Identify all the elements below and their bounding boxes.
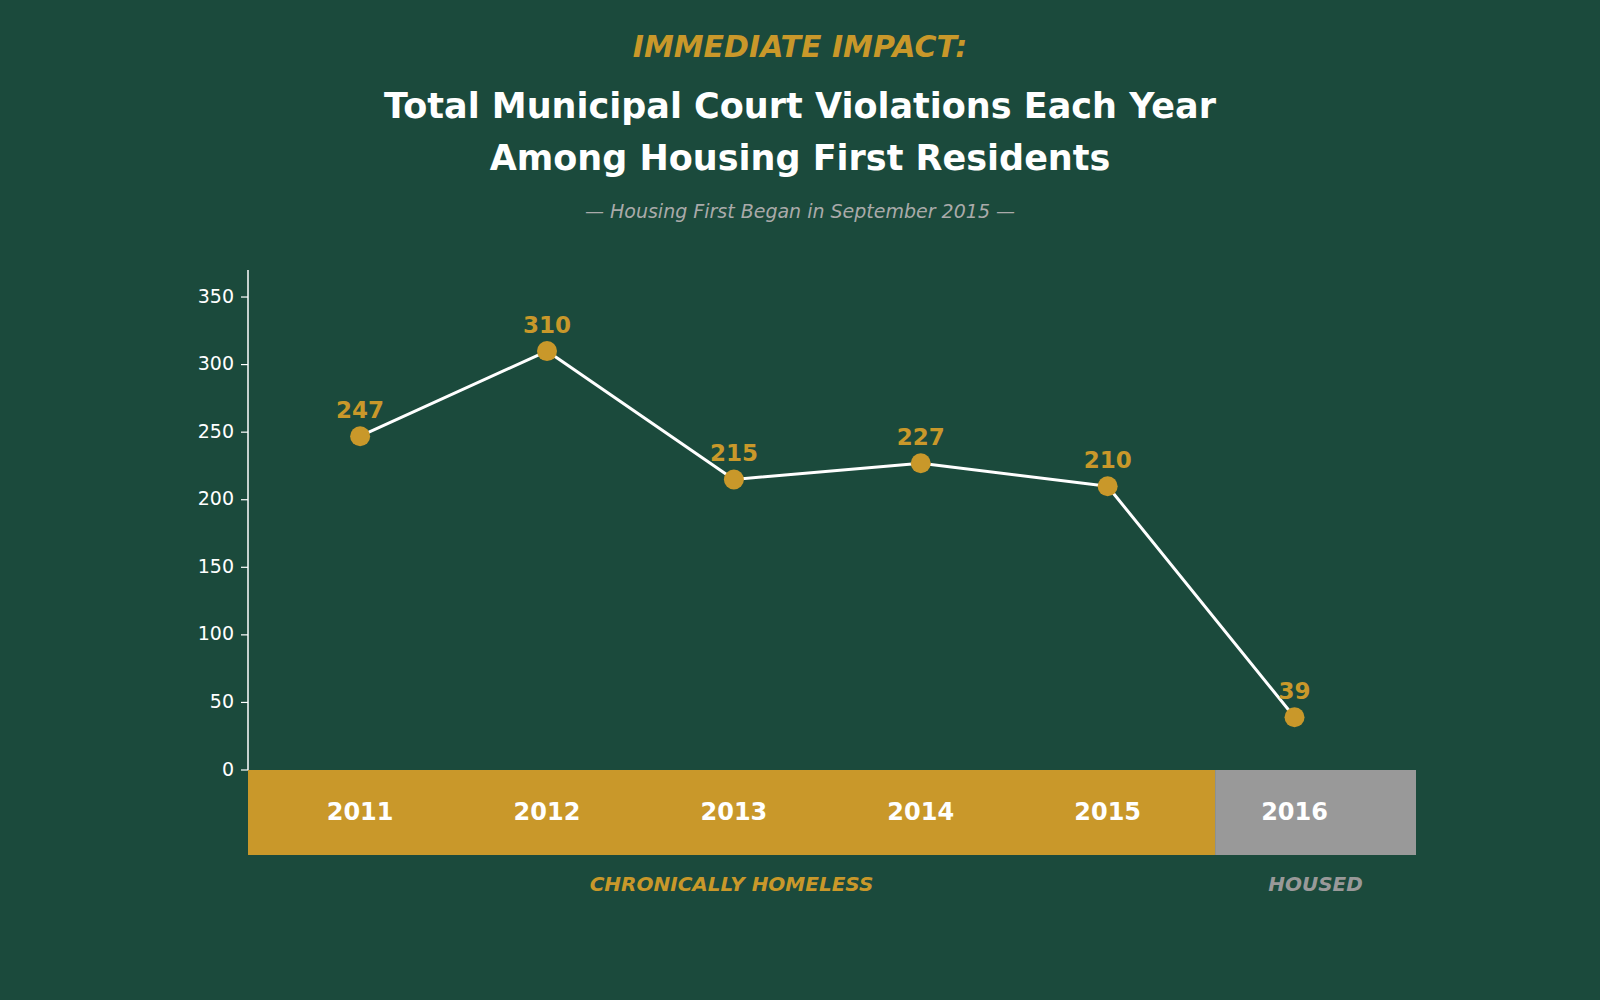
y-tick [241, 364, 248, 365]
y-tick-label: 350 [198, 285, 234, 307]
data-label: 310 [523, 312, 571, 338]
y-tick-label: 100 [198, 622, 234, 644]
data-group [350, 341, 1304, 727]
line [360, 351, 1294, 717]
data-label: 247 [336, 397, 384, 423]
y-tick-label: 250 [198, 420, 234, 442]
title: Among Housing First Residents [490, 138, 1111, 178]
chart: IMMEDIATE IMPACT: Total Municipal Court V… [0, 0, 1600, 1000]
y-axis-line [247, 270, 249, 770]
x-tick-label: 2012 [514, 798, 581, 826]
marker [724, 469, 744, 489]
data-label: 227 [897, 424, 945, 450]
marker [911, 453, 931, 473]
y-tick-label: 200 [198, 487, 234, 509]
background [0, 0, 1600, 1000]
x-tick-label: 2014 [887, 798, 954, 826]
data-label: 39 [1279, 678, 1311, 704]
y-tick [241, 499, 248, 500]
marker [1285, 707, 1305, 727]
y-tick-label: 150 [198, 555, 234, 577]
title: Total Municipal Court Violations Each Ye… [384, 86, 1217, 126]
band-label: CHRONICALLY HOMELESS [590, 872, 874, 896]
x-tick-label: 2016 [1261, 798, 1328, 826]
title: IMMEDIATE IMPACT: [633, 29, 968, 64]
y-tick [241, 432, 248, 433]
data-label: 215 [710, 440, 758, 466]
y-tick-label: 300 [198, 352, 234, 374]
category-band [248, 770, 1215, 855]
y-tick [241, 769, 248, 770]
y-tick [241, 567, 248, 568]
x-tick-label: 2011 [327, 798, 394, 826]
marker [350, 426, 370, 446]
y-tick-label: 0 [222, 758, 234, 780]
marker [1098, 476, 1118, 496]
subtitle: — Housing First Began in September 2015 … [585, 200, 1015, 222]
x-tick-label: 2015 [1074, 798, 1141, 826]
band-label: HOUSED [1268, 872, 1363, 896]
y-tick [241, 296, 248, 297]
data-label: 210 [1084, 447, 1132, 473]
marker [537, 341, 557, 361]
y-tick [241, 702, 248, 703]
y-tick-label: 50 [210, 690, 234, 712]
y-tick [241, 634, 248, 635]
x-tick-label: 2013 [700, 798, 767, 826]
category-band [1215, 770, 1416, 855]
